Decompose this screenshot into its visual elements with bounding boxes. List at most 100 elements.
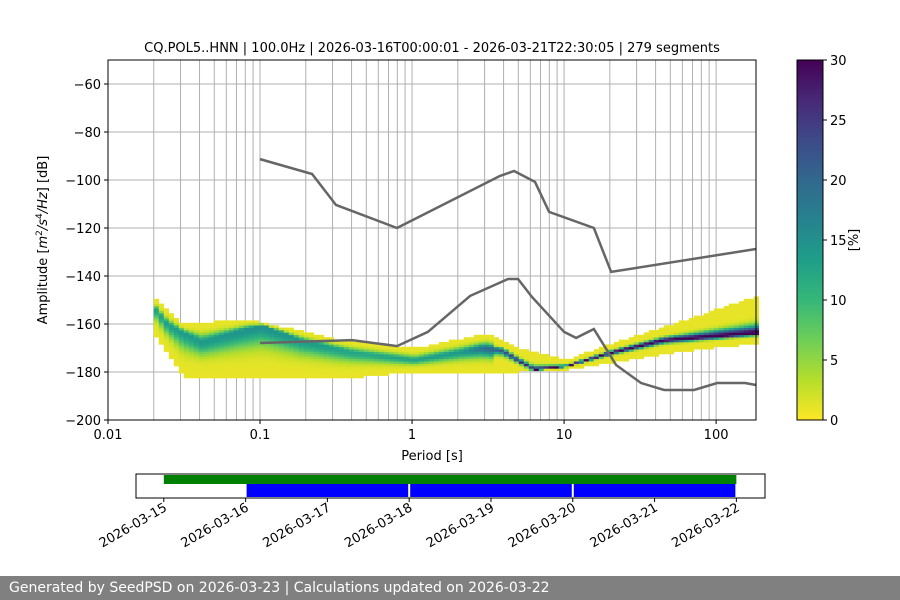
density-cell [543, 363, 550, 367]
density-cell [343, 344, 350, 348]
density-cell [523, 366, 530, 369]
density-cell [403, 358, 410, 362]
density-cell [293, 351, 300, 355]
density-cell [638, 351, 645, 355]
density-cell [733, 334, 740, 338]
timeline-date-label: 2026-03-18 [342, 500, 415, 551]
density-cell [238, 332, 245, 336]
density-cell [653, 342, 660, 345]
density-cell [398, 370, 405, 374]
density-cell [488, 361, 495, 364]
density-cell [638, 334, 645, 338]
density-cell [358, 375, 365, 379]
density-cell [238, 344, 245, 348]
density-cell [428, 349, 435, 352]
density-cell [508, 361, 515, 364]
density-cell [313, 375, 320, 379]
density-cell [248, 356, 255, 360]
density-cell [643, 337, 650, 340]
density-cell [253, 337, 260, 340]
density-cell [478, 334, 485, 338]
density-cell [423, 356, 430, 360]
density-cell [493, 346, 500, 350]
density-cell [698, 339, 705, 343]
density-cell [488, 342, 495, 345]
density-cell [333, 356, 340, 360]
density-cell [503, 354, 510, 357]
density-cell [238, 327, 245, 331]
density-cell [273, 356, 280, 360]
density-cell [743, 339, 750, 343]
density-cell [288, 327, 295, 331]
density-cell [313, 344, 320, 348]
density-cell [688, 322, 695, 326]
density-cell [468, 366, 475, 369]
density-cell [178, 370, 185, 374]
density-cell [348, 366, 355, 369]
density-cell [668, 344, 675, 348]
density-cell [603, 358, 610, 362]
density-cell [213, 351, 220, 355]
density-cell [488, 363, 495, 367]
density-cell [238, 320, 245, 324]
density-cell [473, 363, 480, 367]
density-cell [218, 342, 225, 345]
density-cell [218, 356, 225, 360]
density-cell [643, 342, 650, 345]
density-cell [683, 339, 690, 343]
density-cell [493, 356, 500, 360]
density-cell [503, 368, 510, 372]
density-cell [393, 349, 400, 352]
timeline-date-label: 2026-03-22 [669, 500, 742, 551]
density-cell [163, 308, 170, 312]
density-cell [243, 332, 250, 336]
density-cell [743, 337, 750, 340]
density-cell [738, 318, 745, 321]
density-cell [483, 351, 490, 355]
density-cell [413, 366, 420, 369]
density-cell [333, 349, 340, 352]
density-cell [418, 358, 425, 362]
density-cell [673, 334, 680, 338]
density-cell [243, 322, 250, 326]
density-cell [313, 349, 320, 352]
density-cell [213, 356, 220, 360]
density-cell [203, 325, 210, 328]
density-cell [338, 354, 345, 357]
density-cell [613, 346, 620, 350]
density-cell [283, 368, 290, 372]
density-cell [383, 370, 390, 374]
density-cell [303, 356, 310, 360]
density-cell [708, 342, 715, 345]
density-cell [673, 342, 680, 345]
density-cell [603, 351, 610, 355]
density-cell [648, 344, 655, 348]
density-cell [243, 363, 250, 367]
density-cell [223, 356, 230, 360]
density-cell [188, 332, 195, 336]
density-cell [338, 349, 345, 352]
density-cell [188, 368, 195, 372]
density-cell [363, 344, 370, 348]
density-cell [683, 346, 690, 350]
density-cell [273, 334, 280, 338]
density-cell [748, 332, 755, 336]
density-cell [303, 346, 310, 350]
density-cell [418, 354, 425, 357]
density-cell [268, 370, 275, 374]
density-cell [408, 358, 415, 362]
density-cell [233, 373, 240, 376]
density-cell [543, 361, 550, 364]
density-cell [388, 346, 395, 350]
density-cell [153, 306, 160, 309]
density-cell [713, 318, 720, 321]
density-cell [353, 349, 360, 352]
density-cell [298, 337, 305, 340]
density-cell [343, 342, 350, 345]
density-cell [733, 318, 740, 321]
density-cell [603, 361, 610, 364]
density-cell [478, 351, 485, 355]
density-cell [693, 315, 700, 319]
density-cell [398, 368, 405, 372]
density-cell [318, 342, 325, 345]
